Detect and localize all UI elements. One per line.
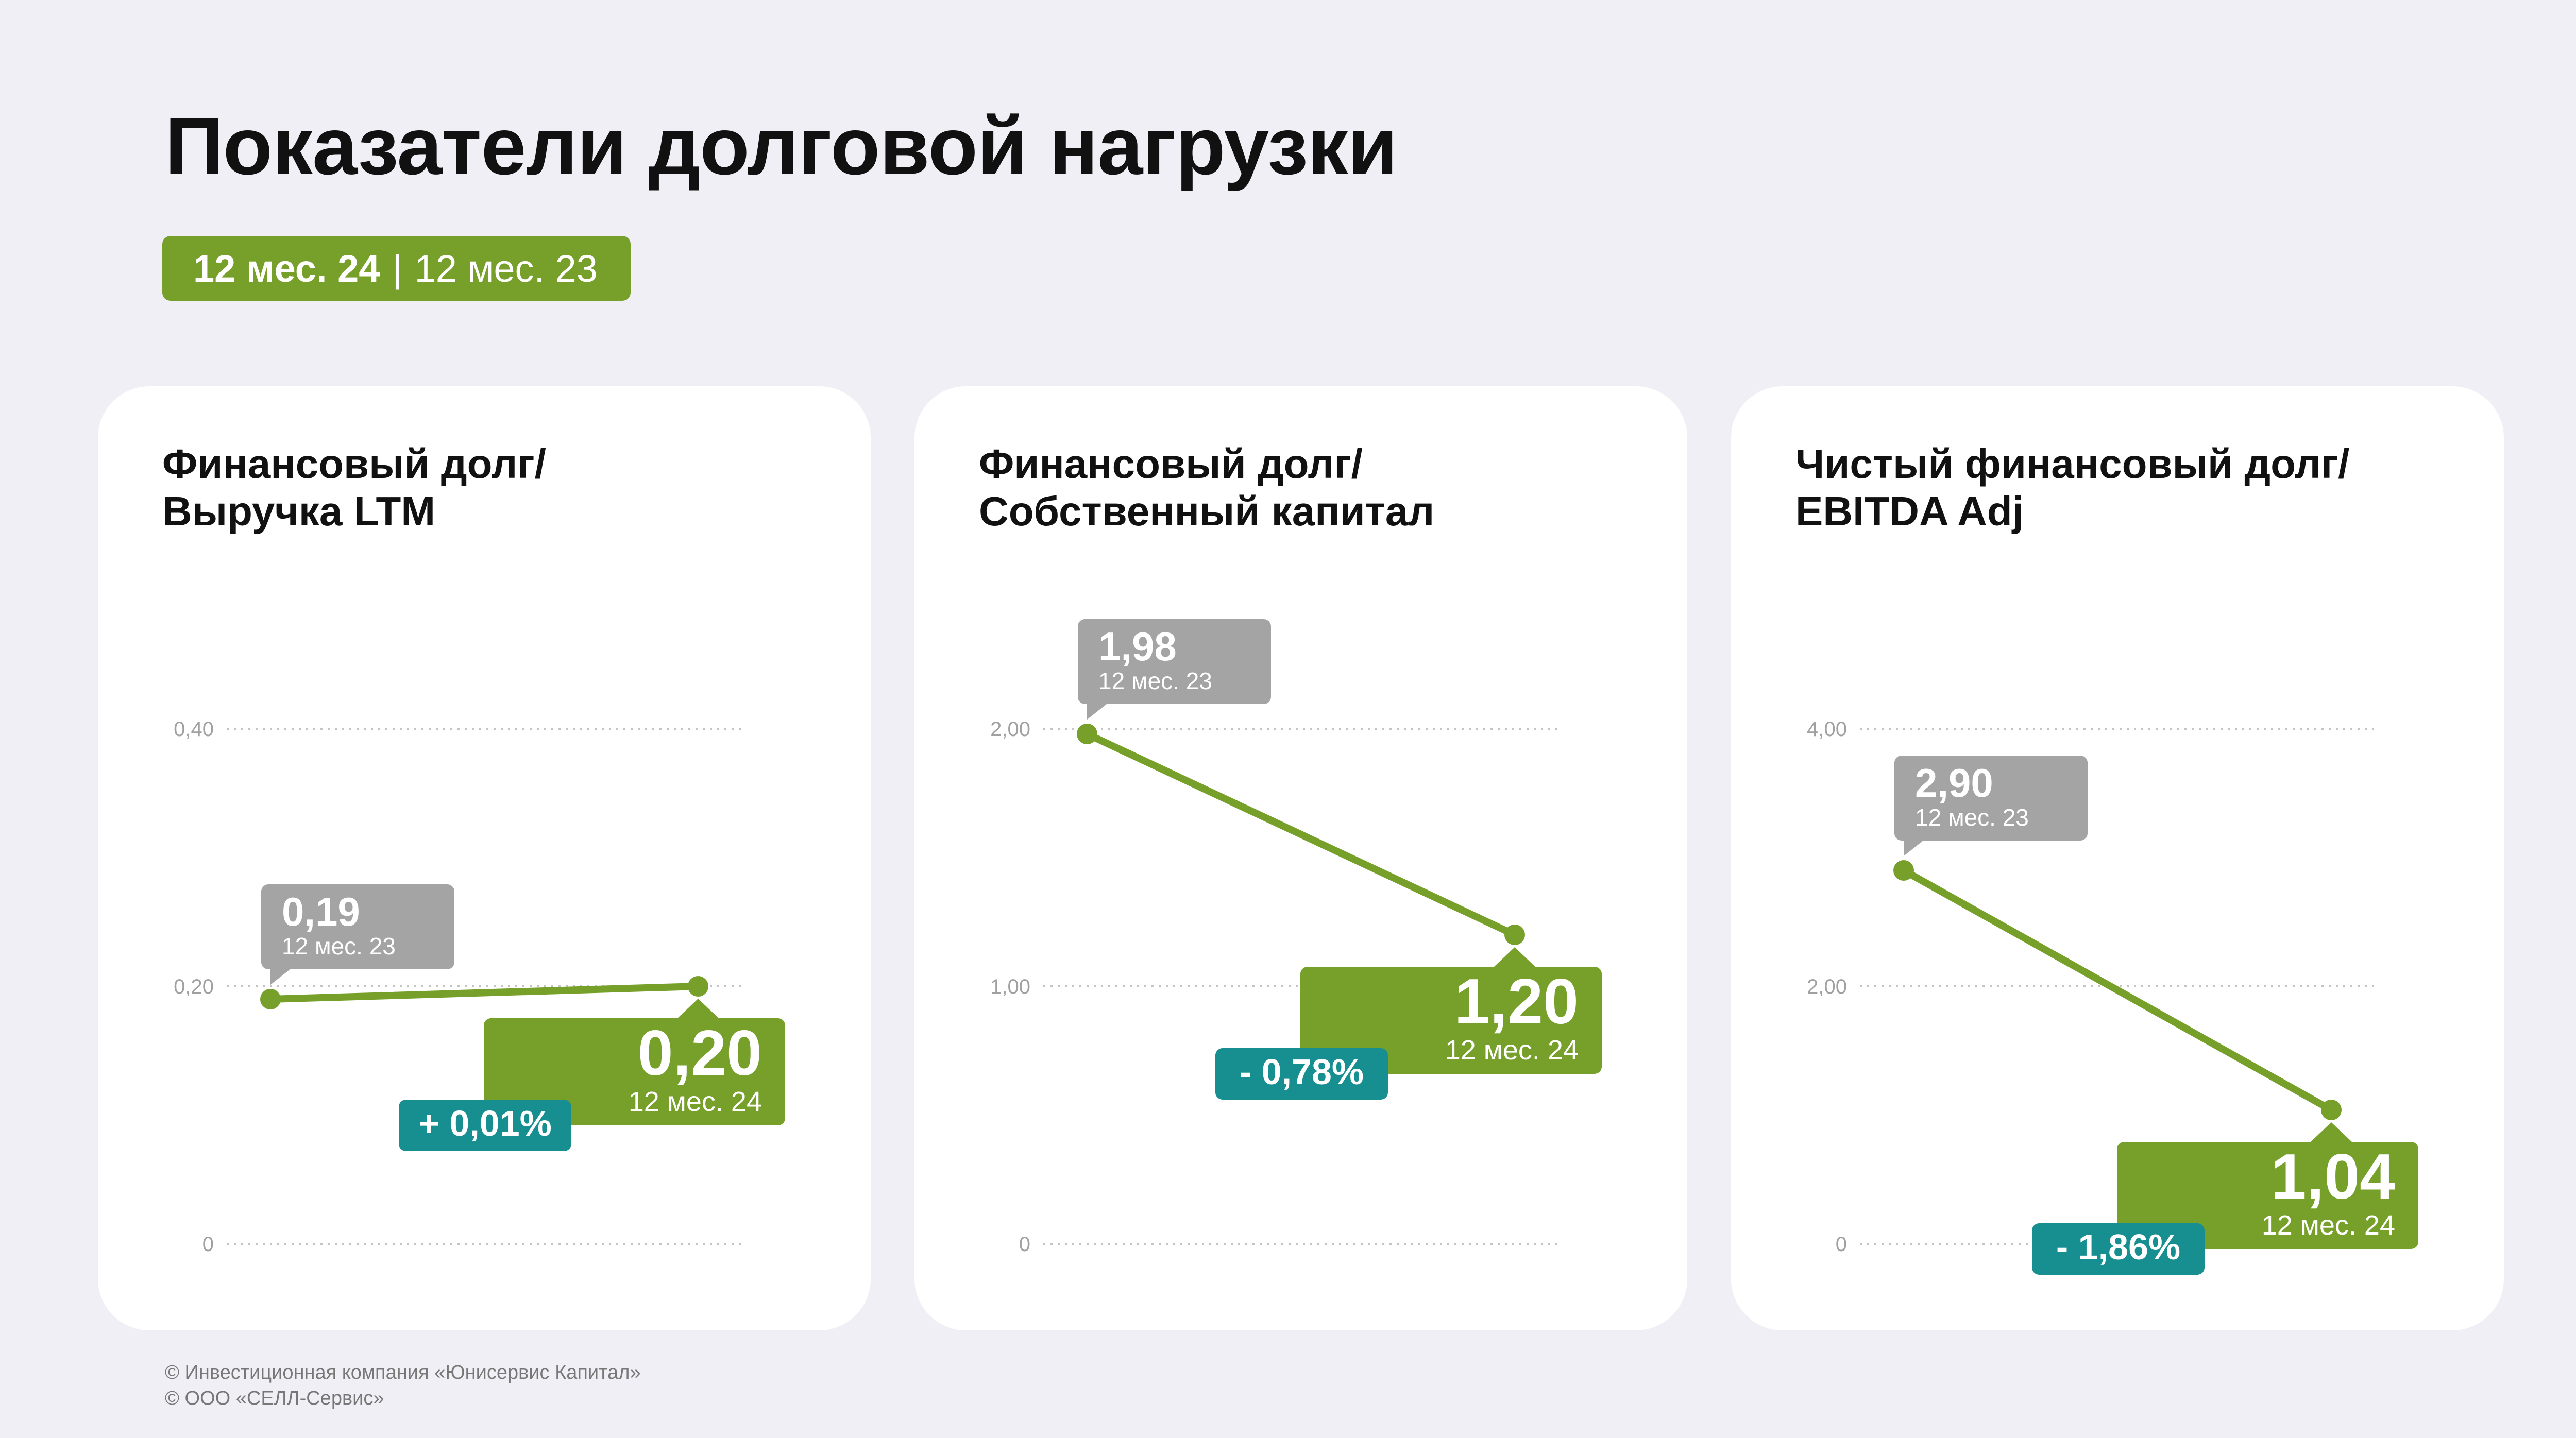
callout-pointer bbox=[1904, 841, 1923, 856]
copyright-footer: © Инвестиционная компания «Юнисервис Кап… bbox=[165, 1360, 641, 1411]
change-value-label: - 0,78% bbox=[1240, 1052, 1364, 1092]
callout-box bbox=[1894, 756, 2088, 841]
series-line bbox=[1083, 730, 1518, 938]
copyright-line: © Инвестиционная компания «Юнисервис Кап… bbox=[165, 1362, 641, 1383]
y-tick-label: 0,40 bbox=[174, 718, 214, 741]
data-point-current bbox=[688, 976, 708, 997]
change-badge: - 1,86% bbox=[2032, 1223, 2205, 1275]
change-badge: + 0,01% bbox=[399, 1100, 571, 1151]
callout-box bbox=[1300, 967, 1602, 1074]
chart-title: Чистый финансовый долг/ EBITDA Adj bbox=[1795, 440, 2349, 535]
callout-box bbox=[484, 1018, 785, 1125]
y-tick-label: 2,00 bbox=[990, 718, 1030, 741]
callout-box bbox=[1078, 619, 1271, 704]
callout-pointer bbox=[1087, 704, 1107, 720]
chart-card-net-debt-ebitda: Чистый финансовый долг/ EBITDA Adj 0 2,00… bbox=[1731, 386, 2504, 1330]
data-point-current bbox=[1504, 925, 1525, 945]
callout-pointer bbox=[1494, 947, 1535, 967]
data-point-previous bbox=[260, 989, 281, 1009]
callout-pointer bbox=[270, 969, 290, 985]
page-title: Показатели долговой нагрузки bbox=[165, 101, 1398, 192]
chart-title-line1: Финансовый долг/ bbox=[979, 441, 1363, 487]
current-period-label: 12 мес. 24 bbox=[1445, 1035, 1579, 1066]
chart-title-line2: Выручка LTM bbox=[162, 488, 436, 534]
change-value-label: - 1,86% bbox=[2056, 1227, 2180, 1267]
data-point-current bbox=[2321, 1100, 2342, 1120]
chart-title-line2: EBITDA Adj bbox=[1795, 488, 2024, 534]
y-tick-label: 0 bbox=[1019, 1233, 1030, 1256]
previous-period-label: 12 мес. 23 bbox=[282, 933, 396, 960]
change-value-label: + 0,01% bbox=[418, 1103, 552, 1143]
current-value-label: 1,04 bbox=[2271, 1141, 2395, 1212]
callout-box bbox=[261, 884, 454, 969]
change-badge: - 0,78% bbox=[1215, 1048, 1388, 1100]
period-separator: | bbox=[392, 247, 402, 290]
chart-title-line1: Чистый финансовый долг/ bbox=[1795, 441, 2350, 487]
previous-value-label: 2,90 bbox=[1915, 760, 1993, 806]
y-tick-label: 2,00 bbox=[1807, 975, 1847, 998]
chart-title-line1: Финансовый долг/ bbox=[162, 441, 546, 487]
data-point-previous bbox=[1893, 860, 1914, 881]
y-axis-ticks: 0 2,00 4,00 bbox=[1807, 718, 1847, 1256]
callout-pointer bbox=[677, 999, 719, 1018]
chart-title-line2: Собственный капитал bbox=[979, 488, 1435, 534]
previous-period-label: 12 мес. 23 bbox=[1915, 804, 2029, 831]
callout-pointer bbox=[2311, 1122, 2352, 1142]
data-point-previous bbox=[1077, 724, 1097, 744]
y-tick-label: 0 bbox=[1836, 1233, 1847, 1256]
y-tick-label: 0,20 bbox=[174, 975, 214, 998]
chart-title: Финансовый долг/ Собственный капитал bbox=[979, 440, 1434, 535]
series-line bbox=[267, 983, 702, 1003]
y-tick-label: 4,00 bbox=[1807, 718, 1847, 741]
chart-card-debt-revenue: Финансовый долг/ Выручка LTM 0 0,20 0,40 0,… bbox=[98, 386, 871, 1330]
previous-value-label: 1,98 bbox=[1098, 624, 1177, 669]
period-legend-badge: 12 мес. 24 | 12 мес. 23 bbox=[162, 236, 631, 301]
current-period-label: 12 мес. 24 bbox=[2262, 1210, 2395, 1241]
current-value-label: 0,20 bbox=[638, 1018, 762, 1089]
copyright-line: © ООО «СЕЛЛ-Сервис» bbox=[165, 1388, 384, 1409]
callout-box bbox=[2117, 1142, 2418, 1249]
current-value-label: 1,20 bbox=[1454, 966, 1579, 1037]
period-current-label: 12 мес. 24 bbox=[193, 247, 380, 290]
previous-period-label: 12 мес. 23 bbox=[1098, 667, 1212, 694]
previous-value-label: 0,19 bbox=[282, 889, 360, 934]
y-axis-ticks: 0 1,00 2,00 bbox=[990, 718, 1030, 1256]
series-line bbox=[1900, 867, 2335, 1114]
period-previous-label: 12 мес. 23 bbox=[414, 247, 598, 290]
change-badge-box bbox=[2032, 1223, 2205, 1275]
y-tick-label: 1,00 bbox=[990, 975, 1030, 998]
chart-title: Финансовый долг/ Выручка LTM bbox=[162, 440, 546, 535]
change-badge-box bbox=[1215, 1048, 1388, 1100]
change-badge-box bbox=[399, 1100, 571, 1151]
current-period-label: 12 мес. 24 bbox=[629, 1086, 762, 1117]
y-axis-ticks: 0 0,20 0,40 bbox=[174, 718, 214, 1256]
y-tick-label: 0 bbox=[202, 1233, 214, 1256]
chart-card-debt-equity: Финансовый долг/ Собственный капитал 0 1,… bbox=[914, 386, 1687, 1330]
